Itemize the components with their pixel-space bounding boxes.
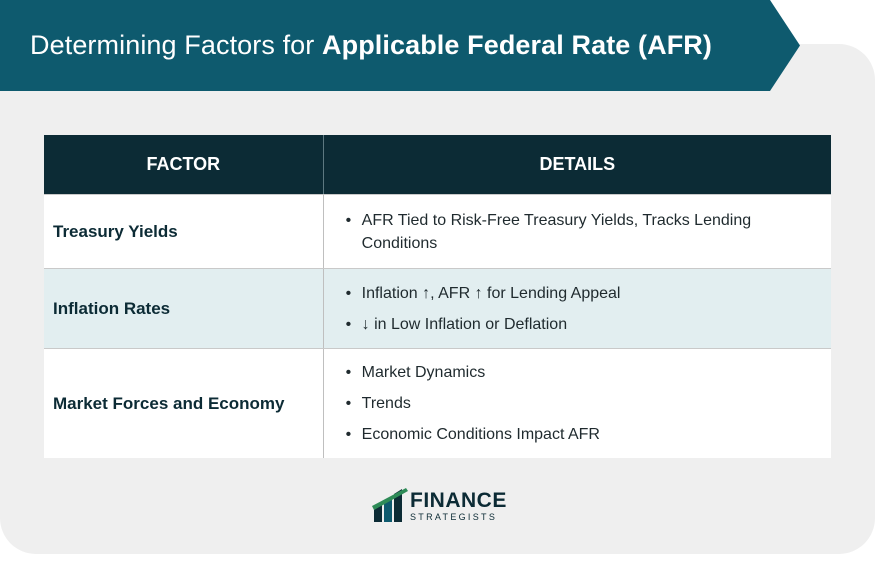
- details-cell: • Market Dynamics • Trends • Economic Condi…: [324, 349, 831, 458]
- header-factor: FACTOR: [44, 135, 324, 194]
- title-bold: Applicable Federal Rate (AFR): [322, 30, 712, 60]
- factor-cell: Treasury Yields: [44, 195, 324, 268]
- factors-table: FACTOR DETAILS Treasury Yields • AFR Tied…: [44, 135, 831, 458]
- bullet-dot: •: [345, 211, 352, 229]
- table-row: Market Forces and Economy • Market Dynami…: [44, 348, 831, 458]
- logo-main-text: FINANCE: [410, 489, 507, 512]
- detail-text: Trends: [361, 395, 411, 412]
- factor-cell: Inflation Rates: [44, 269, 324, 348]
- detail-item: • Inflation ↑, AFR ↑ for Lending Appeal: [346, 282, 831, 305]
- finance-strategists-logo: FINANCE STRATEGISTS: [372, 488, 507, 524]
- detail-text: Market Dynamics: [361, 364, 486, 381]
- title-light: Determining Factors for: [30, 30, 322, 60]
- bullet-dot: •: [345, 426, 352, 443]
- detail-text: Economic Conditions Impact AFR: [361, 426, 600, 443]
- bullet-dot: •: [345, 364, 352, 381]
- detail-item: • Trends: [346, 392, 831, 415]
- factor-cell: Market Forces and Economy: [44, 349, 324, 458]
- detail-item: • ↓ in Low Inflation or Deflation: [346, 313, 831, 336]
- bullet-dot: •: [345, 284, 352, 302]
- header-details: DETAILS: [539, 154, 616, 174]
- table-row: Treasury Yields • AFR Tied to Risk-Free T…: [44, 194, 831, 268]
- details-cell: • AFR Tied to Risk-Free Treasury Yields, …: [324, 195, 831, 268]
- bullet-dot: •: [345, 315, 352, 333]
- finance-strategists-logo-icon: [372, 488, 408, 522]
- details-cell: • Inflation ↑, AFR ↑ for Lending Appeal •…: [324, 269, 831, 348]
- page-title: Determining Factors for Applicable Feder…: [30, 30, 712, 61]
- bullet-dot: •: [345, 395, 352, 412]
- detail-text: ↓ in Low Inflation or Deflation: [361, 315, 568, 333]
- detail-text: AFR Tied to Risk-Free Treasury Yields, T…: [361, 211, 752, 252]
- table-header: FACTOR DETAILS: [44, 135, 831, 194]
- title-banner: Determining Factors for Applicable Feder…: [0, 0, 800, 91]
- detail-item: • Market Dynamics: [346, 361, 831, 384]
- logo-sub-text: STRATEGISTS: [410, 512, 498, 522]
- detail-item: • Economic Conditions Impact AFR: [346, 423, 831, 446]
- table-row: Inflation Rates • Inflation ↑, AFR ↑ for …: [44, 268, 831, 348]
- detail-text: Inflation ↑, AFR ↑ for Lending Appeal: [361, 284, 621, 302]
- detail-item: • AFR Tied to Risk-Free Treasury Yields, …: [346, 209, 831, 255]
